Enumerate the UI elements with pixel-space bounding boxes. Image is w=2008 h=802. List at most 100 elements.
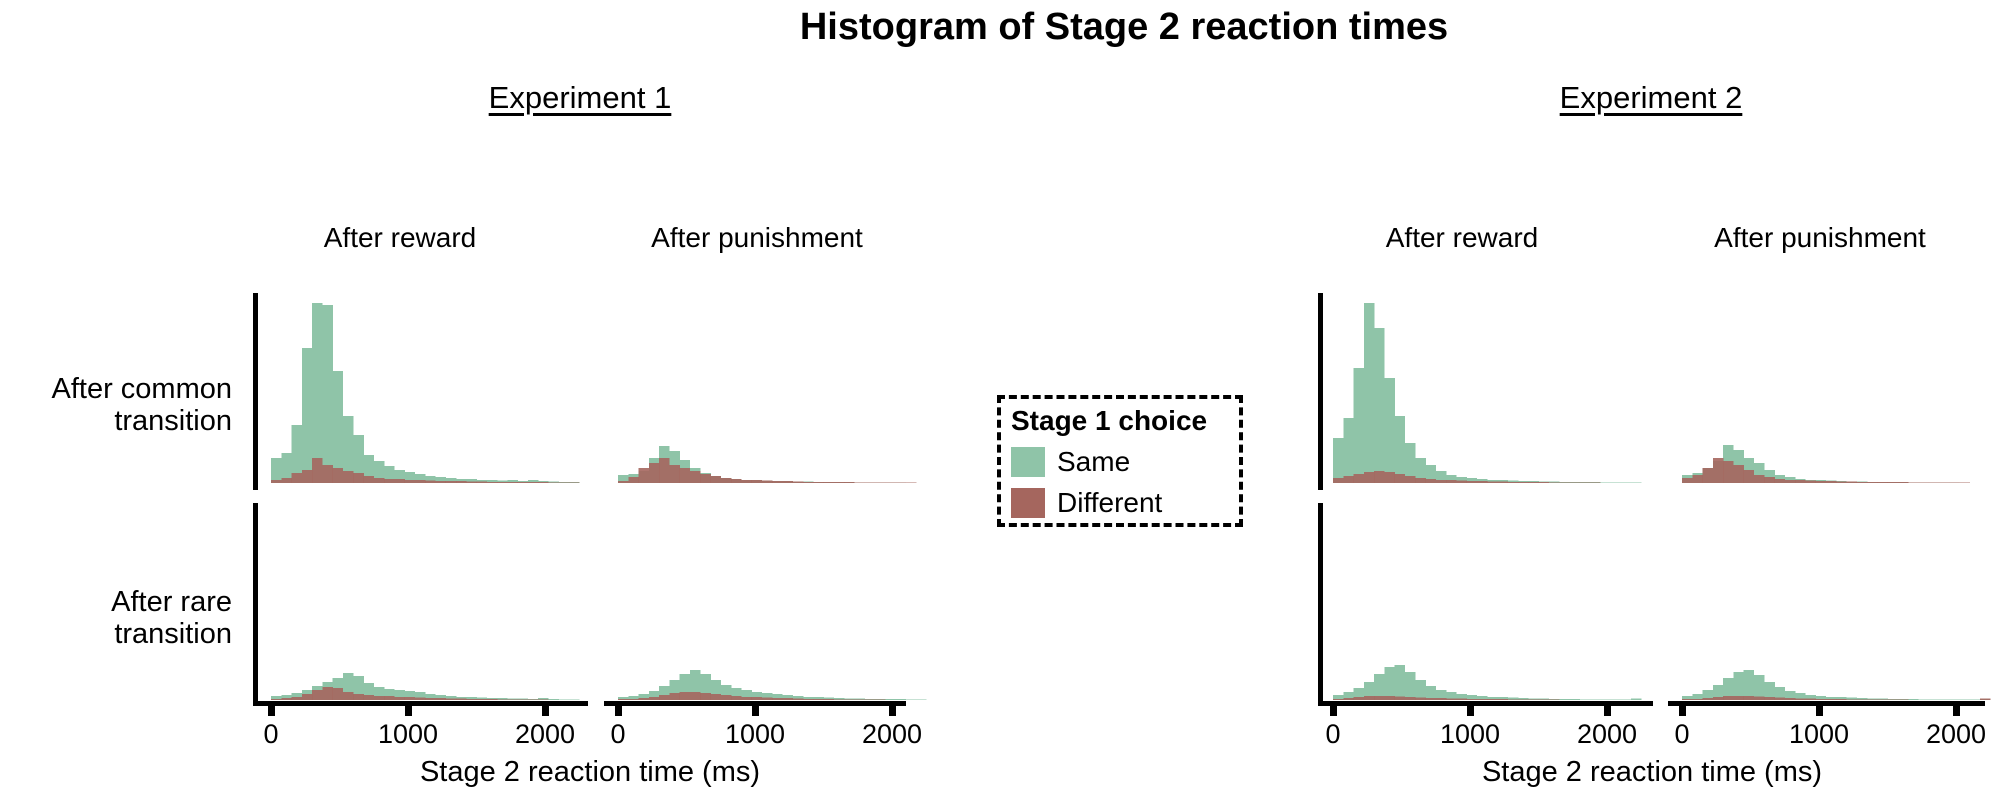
bar-different-bin12	[741, 697, 752, 700]
bar-same-bin2	[291, 425, 303, 483]
bar-same-bin25	[1589, 699, 1601, 700]
x-tick-label-exp2-col1-2000: 2000	[1576, 719, 1638, 749]
x-axis-title-exp2: Stage 2 reaction time (ms)	[1481, 756, 1823, 788]
bar-different-bin4	[1374, 696, 1385, 700]
bar-same-bin28	[1969, 699, 1981, 700]
histogram-exp2-rare-reward	[1333, 665, 1642, 700]
bar-different-bin4	[1374, 471, 1385, 483]
legend-item-same: Same	[1011, 446, 1229, 478]
bar-same-bin15	[1487, 697, 1498, 700]
bar-different-bin10	[373, 478, 385, 483]
bar-different-bin3	[1712, 458, 1724, 483]
bar-different-bin0	[618, 699, 629, 700]
bar-same-bin16	[782, 695, 793, 700]
bar-same-bin1	[1343, 692, 1354, 700]
bar-different-bin14	[1825, 699, 1837, 700]
bar-different-bin13	[1466, 481, 1478, 483]
bar-same-bin8	[1415, 680, 1426, 700]
bar-different-bin16	[1846, 699, 1857, 700]
bar-same-bin0	[618, 475, 629, 483]
bar-same-bin7	[1753, 675, 1765, 700]
bar-same-bin14	[1825, 697, 1837, 700]
bar-different-bin14	[414, 480, 426, 483]
bar-different-bin3	[648, 697, 660, 700]
bar-different-bin1	[281, 698, 292, 700]
legend-swatch-same-icon	[1011, 447, 1045, 477]
bar-different-bin29	[1979, 698, 1991, 700]
bar-different-bin11	[1795, 698, 1806, 700]
legend-swatch-different-icon	[1011, 488, 1045, 518]
bar-same-bin25	[527, 480, 539, 483]
bar-different-bin15	[425, 698, 436, 700]
bar-different-bin24	[1928, 482, 1940, 483]
bar-different-bin15	[1487, 481, 1498, 483]
bar-different-bin19	[1528, 699, 1539, 700]
bar-different-bin8	[353, 473, 364, 483]
legend-label-different: Different	[1057, 487, 1163, 518]
bar-same-bin24	[1579, 699, 1591, 700]
bar-same-bin13	[404, 691, 416, 700]
bar-different-bin6	[332, 468, 344, 483]
bar-same-bin19	[466, 479, 477, 483]
bar-same-bin2	[1353, 688, 1365, 700]
bar-different-bin0	[1682, 699, 1693, 700]
bar-different-bin11	[731, 696, 742, 700]
bar-same-bin24	[1928, 699, 1940, 700]
bar-different-bin22	[497, 699, 508, 700]
bar-same-bin18	[1517, 698, 1529, 700]
bar-same-bin20	[823, 697, 835, 700]
x-tick-label-exp2-col1-0: 0	[1325, 719, 1341, 749]
bar-same-bin0	[618, 697, 629, 700]
bar-same-bin5	[1733, 672, 1744, 700]
bar-same-bin4	[659, 686, 670, 700]
bar-same-bin28	[1620, 699, 1632, 700]
bar-different-bin14	[1476, 699, 1488, 700]
row-label-common-transition: After common transition	[0, 373, 233, 437]
bar-different-bin7	[342, 471, 354, 483]
x-tick-label-exp1-col1-2000: 2000	[514, 719, 576, 749]
bar-different-bin26	[885, 482, 896, 483]
bar-different-bin25	[1938, 482, 1950, 483]
bar-different-bin22	[844, 699, 855, 700]
bar-same-bin29	[568, 699, 580, 700]
bar-same-bin2	[291, 693, 303, 700]
bar-different-bin16	[435, 481, 446, 483]
x-tick-label-exp2-col2-1000: 1000	[1788, 719, 1850, 749]
bar-same-bin18	[802, 697, 814, 700]
x-axis-exp1-col2	[604, 701, 906, 706]
x-tick-exp1-col2-1000	[751, 706, 759, 716]
bar-same-bin22	[844, 698, 855, 700]
histogram-exp2-rare-punishment	[1682, 670, 1991, 700]
bar-different-bin6	[1743, 470, 1755, 483]
bar-same-bin26	[885, 699, 896, 700]
bar-same-bin0	[1333, 695, 1344, 700]
bar-different-bin25	[874, 699, 886, 700]
bar-different-bin4	[312, 690, 323, 700]
bar-different-bin16	[1497, 481, 1508, 483]
bar-different-bin8	[1764, 477, 1775, 483]
bar-different-bin13	[404, 697, 416, 700]
legend-label-same: Same	[1057, 446, 1131, 477]
bar-same-bin4	[1374, 674, 1385, 700]
bar-different-bin0	[271, 480, 282, 483]
x-tick-exp1-col1-1000	[404, 706, 412, 716]
bar-same-bin28	[905, 699, 917, 700]
bar-same-bin25	[1938, 699, 1950, 700]
bar-different-bin18	[455, 698, 467, 700]
bar-different-bin14	[761, 480, 773, 483]
bar-different-bin20	[823, 699, 835, 700]
bar-different-bin2	[1702, 468, 1714, 483]
bar-different-bin9	[363, 476, 375, 483]
bar-different-bin17	[445, 481, 457, 483]
histogram-exp2-common-reward	[1333, 303, 1642, 483]
bar-same-bin19	[1877, 698, 1888, 700]
bar-different-bin27	[1959, 482, 1971, 483]
bar-same-bin14	[414, 692, 426, 700]
bar-different-bin4	[659, 458, 670, 483]
bar-different-bin11	[384, 479, 395, 483]
bar-different-bin16	[782, 698, 793, 700]
bar-different-bin8	[353, 694, 364, 700]
bar-different-bin1	[628, 477, 639, 483]
bar-same-bin11	[1795, 693, 1806, 700]
row-label-common-line2: transition	[114, 405, 232, 437]
